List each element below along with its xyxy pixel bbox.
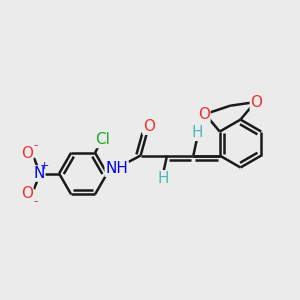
Text: N: N (33, 166, 44, 181)
Text: -: - (33, 140, 38, 152)
Text: N: N (111, 161, 122, 176)
Text: O: O (198, 106, 210, 122)
Text: H: H (191, 125, 203, 140)
Text: -: - (33, 195, 38, 208)
Text: O: O (21, 146, 33, 160)
Text: O: O (143, 119, 155, 134)
Text: Cl: Cl (95, 133, 110, 148)
Text: NH: NH (105, 161, 128, 176)
Text: O: O (21, 186, 33, 201)
Text: +: + (40, 161, 50, 171)
Text: H: H (158, 171, 169, 186)
Text: O: O (250, 94, 262, 110)
